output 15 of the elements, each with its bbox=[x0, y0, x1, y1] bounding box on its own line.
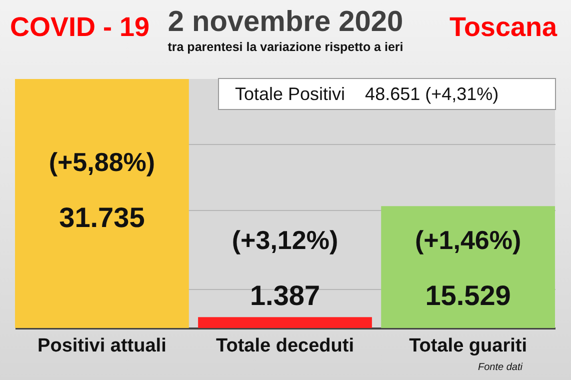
annotation: (+5,88%) bbox=[48, 147, 156, 177]
chart-subtitle: tra parentesi la variazione rispetto a ieri bbox=[168, 40, 404, 54]
x-tick-label: Totale guariti bbox=[409, 336, 527, 356]
data-label: 15.529 bbox=[425, 280, 511, 311]
x-tick-label: Positivi attuali bbox=[38, 336, 166, 356]
chart-title: 2 novembre 2020 bbox=[168, 6, 404, 38]
data-label: 1.387 bbox=[250, 280, 320, 311]
source-note: Fonte dati bbox=[478, 362, 522, 373]
annotation: (+3,12%) bbox=[232, 225, 338, 255]
text-box: Totale Positivi 48.651 (+4,31%) bbox=[218, 78, 556, 110]
text: Toscana bbox=[449, 12, 557, 43]
x-tick-label: Totale deceduti bbox=[216, 336, 354, 356]
data-label: 31.735 bbox=[59, 202, 145, 233]
annotation: (+1,46%) bbox=[414, 225, 522, 255]
text: COVID - 19 bbox=[10, 12, 150, 43]
